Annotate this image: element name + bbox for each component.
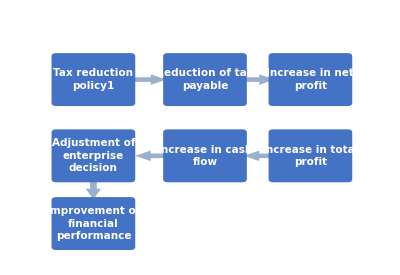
Text: Improvement of
financial
performance: Improvement of financial performance (46, 206, 140, 241)
FancyArrow shape (132, 74, 166, 85)
FancyBboxPatch shape (163, 53, 247, 106)
Text: Increase in cash
flow: Increase in cash flow (157, 145, 253, 167)
FancyArrow shape (303, 131, 318, 179)
FancyArrow shape (244, 74, 275, 85)
FancyBboxPatch shape (52, 197, 135, 250)
FancyArrow shape (135, 150, 166, 161)
FancyArrow shape (86, 179, 101, 199)
Text: Increase in net
profit: Increase in net profit (266, 68, 354, 91)
FancyBboxPatch shape (163, 129, 247, 182)
FancyBboxPatch shape (268, 53, 352, 106)
FancyBboxPatch shape (52, 129, 135, 182)
Text: Increase in total
profit: Increase in total profit (262, 145, 358, 167)
FancyArrow shape (244, 150, 275, 161)
Text: Reduction of tax
payable: Reduction of tax payable (156, 68, 254, 91)
FancyBboxPatch shape (268, 129, 352, 182)
Text: Tax reduction
policy1: Tax reduction policy1 (54, 68, 134, 91)
FancyBboxPatch shape (52, 53, 135, 106)
Text: Adjustment of
enterprise
decision: Adjustment of enterprise decision (52, 138, 135, 173)
